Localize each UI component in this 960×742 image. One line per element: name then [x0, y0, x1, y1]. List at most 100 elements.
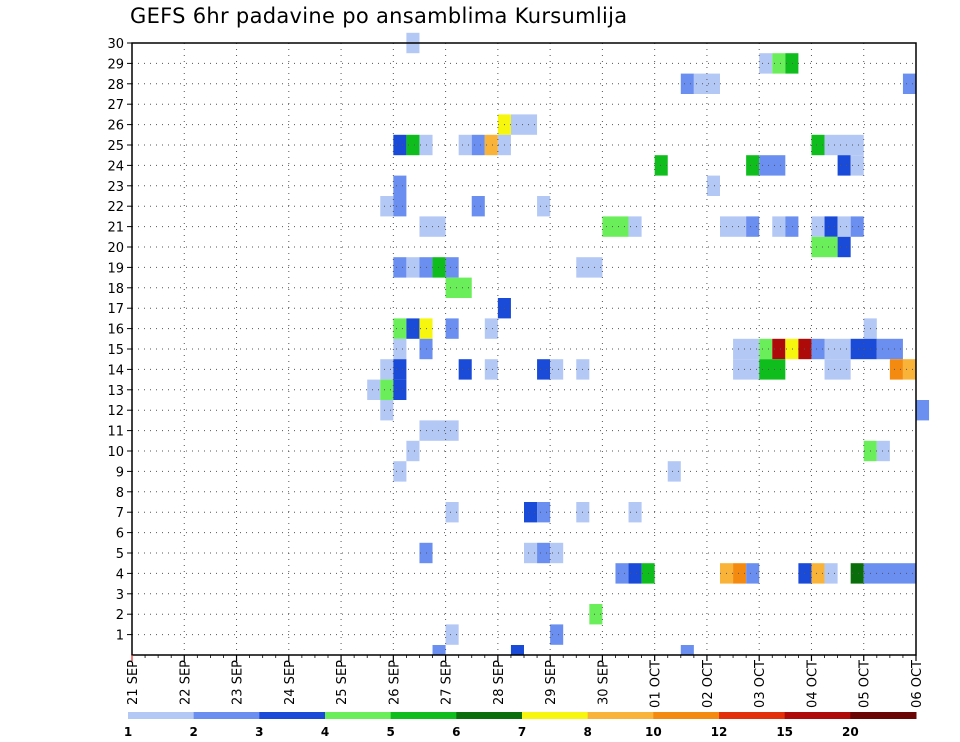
x-tick-label: 04 OCT	[805, 660, 820, 708]
heatmap-cell	[850, 155, 864, 176]
heatmap-cell	[850, 563, 864, 584]
heatmap-cell	[432, 257, 446, 278]
heatmap-cell	[445, 277, 472, 298]
heatmap-cell	[706, 175, 720, 196]
y-tick-label: 21	[107, 221, 124, 236]
heatmap-cell	[380, 379, 394, 400]
heatmap-cell	[484, 134, 498, 156]
heatmap-cell	[889, 359, 903, 380]
x-tick-label: 21 SEP	[126, 660, 141, 705]
x-tick-label: 03 OCT	[753, 660, 768, 708]
legend-swatch	[784, 712, 851, 719]
y-tick-label: 13	[107, 384, 124, 399]
y-tick-label: 11	[107, 425, 124, 440]
legend-label: 8	[583, 725, 591, 739]
heatmap-cell	[733, 338, 760, 360]
heatmap-cell	[615, 563, 629, 584]
heatmap-cell	[484, 359, 498, 380]
heatmap-cell	[785, 53, 799, 74]
heatmap-cell	[824, 563, 838, 584]
heatmap-cell	[484, 318, 498, 339]
x-axis: 21 SEP 22 SEP 23 SEP 24 SEP 25 SEP 26 SEP 27 S…	[126, 655, 925, 708]
heatmap-cell	[759, 155, 786, 176]
heatmap-cell	[667, 461, 681, 482]
x-tick-label: 29 SEP	[544, 660, 559, 705]
y-tick-label: 28	[107, 78, 124, 93]
y-tick-label: 10	[107, 445, 124, 460]
heatmap-cell	[811, 563, 825, 584]
heatmap-cell	[471, 134, 485, 156]
legend-label: 7	[518, 725, 526, 739]
heatmap-cell	[432, 645, 446, 655]
heatmap-cell	[406, 134, 420, 156]
heatmap-cell	[393, 257, 407, 278]
heatmap-cell	[510, 114, 538, 135]
heatmap-cell	[576, 257, 603, 278]
legend-swatch	[719, 712, 786, 719]
y-tick-label: 12	[107, 404, 124, 419]
heatmap-cell	[380, 400, 394, 421]
heatmap-cell	[811, 236, 838, 258]
heatmap-cell	[602, 216, 629, 237]
heatmap-cell	[902, 73, 916, 94]
heatmap-cell	[824, 359, 851, 380]
y-tick-label: 24	[107, 159, 124, 174]
heatmap-cell	[746, 216, 760, 237]
heatmap-cell	[746, 155, 760, 176]
heatmap-cell	[772, 216, 786, 237]
x-tick-label: 28 SEP	[492, 660, 507, 705]
y-tick-label: 17	[107, 302, 124, 317]
y-tick-label: 3	[116, 588, 124, 603]
legend-swatch	[390, 712, 457, 719]
heatmap-cell	[550, 624, 564, 645]
x-tick-label: 26 SEP	[387, 660, 402, 705]
heatmap-cell	[680, 73, 694, 94]
heatmap-cell	[837, 155, 851, 176]
y-tick-label: 25	[107, 139, 124, 154]
y-axis: 1234567891011121314151617181920212223242…	[107, 37, 132, 644]
heatmap-cell	[445, 257, 459, 278]
heatmap-cell	[393, 359, 407, 380]
heatmap-cell	[680, 645, 694, 655]
heatmap-cell	[393, 196, 407, 217]
heatmap-cell	[654, 155, 668, 176]
heatmap-cell	[393, 379, 407, 400]
y-tick-label: 5	[116, 547, 124, 562]
heatmap-cell	[537, 502, 551, 523]
heatmap-cell	[524, 502, 538, 523]
heatmap-cell	[759, 359, 786, 380]
heatmap-cell	[537, 542, 551, 564]
heatmap-cell	[445, 502, 459, 523]
y-tick-label: 22	[107, 200, 124, 215]
heatmap-cell	[811, 338, 825, 360]
legend-label: 15	[776, 725, 793, 739]
x-tick-label: 05 OCT	[858, 660, 873, 708]
heatmap-cell	[824, 216, 838, 237]
y-tick-label: 14	[107, 363, 124, 378]
heatmap-cell	[393, 461, 407, 482]
y-tick-label: 23	[107, 180, 124, 195]
heatmap-cell	[733, 563, 747, 584]
y-tick-label: 20	[107, 241, 124, 256]
legend-label: 10	[645, 725, 662, 739]
x-tick-label: 02 OCT	[701, 660, 716, 708]
y-tick-label: 15	[107, 343, 124, 358]
heatmap-cell	[458, 359, 472, 380]
heatmap-cell	[445, 624, 459, 645]
x-tick-label: 27 SEP	[440, 660, 455, 705]
heatmap-cell	[445, 318, 459, 339]
y-tick-label: 27	[107, 98, 124, 113]
heatmap-cell	[785, 338, 799, 360]
heatmap-cell	[628, 502, 642, 523]
legend-label: 12	[711, 725, 728, 739]
legend-swatch	[193, 712, 260, 719]
heatmap-cells	[367, 32, 930, 655]
legend-swatch	[653, 712, 720, 719]
grid-lines	[132, 42, 916, 655]
heatmap-cell	[759, 53, 773, 74]
heatmap-cell	[380, 196, 394, 217]
x-tick-label: 30 SEP	[596, 660, 611, 705]
heatmap-cell	[510, 645, 524, 655]
heatmap-cell	[537, 359, 551, 380]
legend-swatch	[325, 712, 392, 719]
